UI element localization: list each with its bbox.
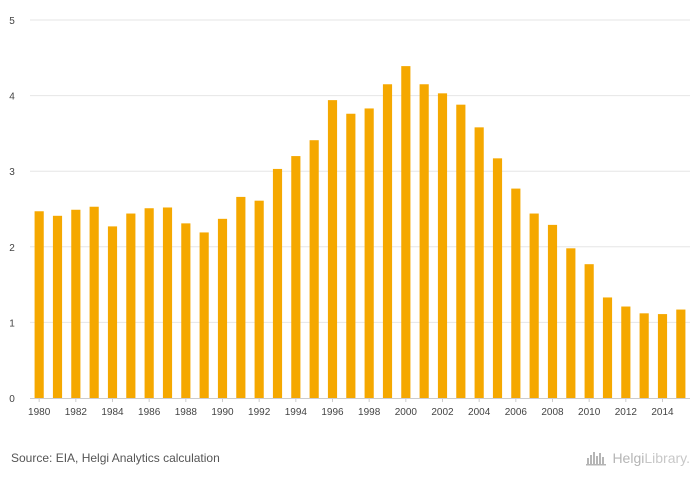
x-tick-label: 2014 bbox=[651, 407, 674, 418]
bar[interactable] bbox=[419, 84, 429, 398]
x-tick-label: 1994 bbox=[285, 407, 308, 418]
y-tick-label: 2 bbox=[9, 243, 15, 254]
bar-chart: 0 1 2 3 4 5 1980 1982 1984 1986 1988 1990 1992 1994 19… bbox=[9, 16, 690, 418]
bar[interactable] bbox=[456, 104, 466, 398]
brand-name-part1: Helgi bbox=[612, 450, 645, 466]
source-note: Source: EIA, Helgi Analytics calculation bbox=[11, 451, 220, 465]
helgi-library-logo-icon bbox=[586, 452, 607, 466]
x-tick-label: 1988 bbox=[175, 407, 198, 418]
x-tick-label: 1982 bbox=[65, 407, 88, 418]
bar[interactable] bbox=[547, 224, 558, 398]
bar[interactable] bbox=[89, 206, 99, 398]
bar[interactable] bbox=[272, 168, 283, 398]
y-tick-label: 1 bbox=[9, 318, 15, 329]
brand-logo[interactable]: Helgi Library. bbox=[586, 450, 690, 466]
bar[interactable] bbox=[584, 264, 594, 398]
bar[interactable] bbox=[676, 309, 686, 398]
bar[interactable] bbox=[181, 223, 191, 398]
y-tick-label: 3 bbox=[9, 167, 15, 178]
y-tick-label: 4 bbox=[9, 92, 15, 103]
bar[interactable] bbox=[566, 248, 576, 398]
bar[interactable] bbox=[657, 314, 668, 398]
x-tick-label: 1980 bbox=[28, 407, 51, 418]
bar[interactable] bbox=[199, 232, 209, 398]
bar[interactable] bbox=[474, 127, 484, 399]
x-tick-label: 1996 bbox=[321, 407, 344, 418]
bar[interactable] bbox=[144, 208, 154, 398]
x-tick-label: 2010 bbox=[578, 407, 601, 418]
bar[interactable] bbox=[511, 188, 521, 398]
x-tick-label: 2004 bbox=[468, 407, 491, 418]
bar[interactable] bbox=[236, 196, 246, 398]
bar[interactable] bbox=[529, 213, 539, 398]
bar[interactable] bbox=[346, 113, 356, 398]
bar[interactable] bbox=[126, 213, 136, 398]
x-tick-label: 1990 bbox=[211, 407, 234, 418]
bar[interactable] bbox=[382, 84, 393, 398]
bar[interactable] bbox=[621, 306, 631, 398]
x-tick-label: 2000 bbox=[395, 407, 418, 418]
bar[interactable] bbox=[364, 108, 374, 399]
bar[interactable] bbox=[602, 297, 613, 398]
x-tick-label: 2002 bbox=[431, 407, 454, 418]
x-tick-label: 1986 bbox=[138, 407, 161, 418]
y-tick-label: 5 bbox=[9, 16, 15, 27]
bar[interactable] bbox=[291, 156, 301, 398]
bar[interactable] bbox=[217, 218, 228, 398]
bar[interactable] bbox=[437, 93, 448, 398]
y-tick-label: 0 bbox=[9, 394, 15, 405]
bar[interactable] bbox=[71, 209, 81, 398]
x-tick-label: 1984 bbox=[101, 407, 124, 418]
bar[interactable] bbox=[492, 158, 503, 398]
x-tick-label: 2006 bbox=[505, 407, 528, 418]
x-tick-label: 2012 bbox=[615, 407, 638, 418]
bar[interactable] bbox=[401, 66, 411, 398]
x-tick-label: 2008 bbox=[541, 407, 564, 418]
brand-name-part2: Library. bbox=[644, 450, 690, 466]
bar[interactable] bbox=[52, 215, 63, 398]
bar[interactable] bbox=[162, 207, 173, 398]
bar[interactable] bbox=[107, 226, 118, 398]
bar[interactable] bbox=[639, 313, 649, 398]
bar[interactable] bbox=[327, 100, 338, 399]
bar[interactable] bbox=[309, 140, 319, 399]
bar[interactable] bbox=[254, 200, 264, 398]
x-tick-label: 1992 bbox=[248, 407, 271, 418]
x-tick-label: 1998 bbox=[358, 407, 381, 418]
bar[interactable] bbox=[34, 211, 44, 398]
